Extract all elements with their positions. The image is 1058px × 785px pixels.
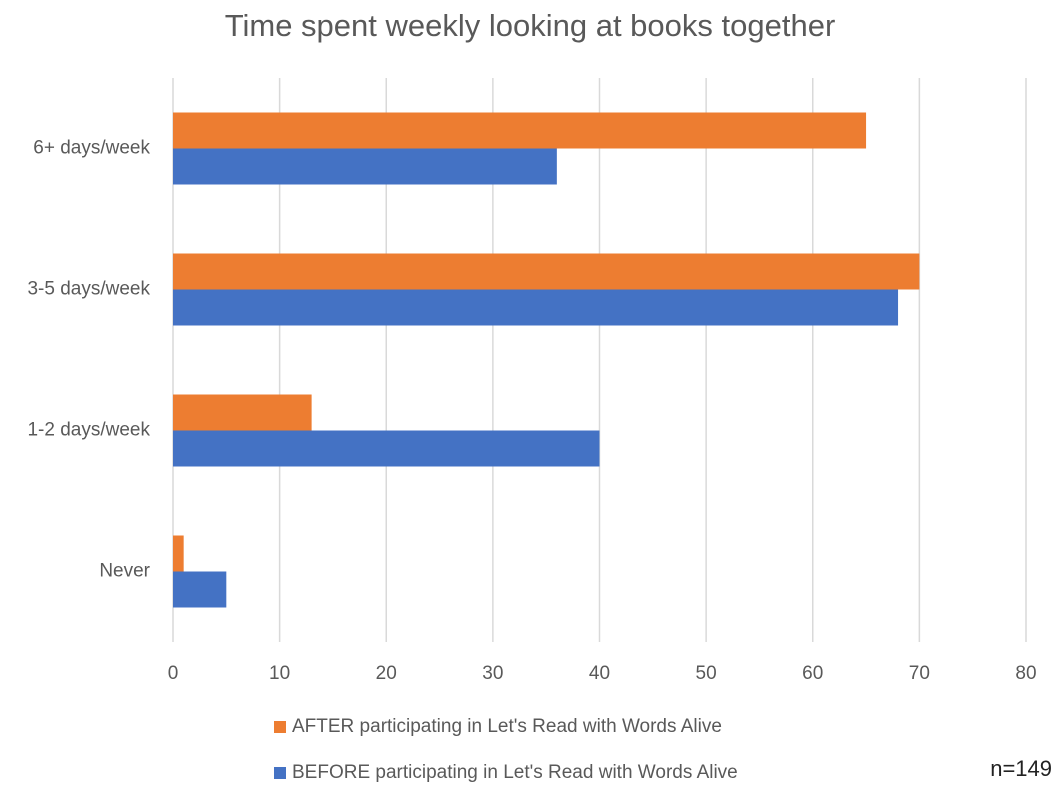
bar [173, 253, 920, 290]
y-tick-label: 3-5 days/week [27, 279, 150, 300]
bar [173, 571, 227, 608]
x-tick-label: 50 [696, 663, 717, 684]
x-tick-label: 80 [1015, 663, 1036, 684]
x-tick-label: 10 [269, 663, 290, 684]
x-tick-label: 0 [168, 663, 179, 684]
x-tick-label: 30 [482, 663, 503, 684]
y-tick-label: Never [99, 561, 150, 582]
legend-swatch [274, 767, 286, 779]
x-tick-label: 60 [802, 663, 823, 684]
bar [173, 535, 184, 572]
bar [173, 112, 867, 149]
legend-label: AFTER participating in Let's Read with W… [292, 716, 722, 737]
x-tick-label: 20 [376, 663, 397, 684]
legend-swatch [274, 721, 286, 733]
bar [173, 394, 312, 431]
bar [173, 289, 899, 326]
bar [173, 430, 600, 467]
x-tick-label: 70 [909, 663, 930, 684]
bar [173, 148, 557, 185]
y-tick-label: 6+ days/week [33, 138, 150, 159]
y-tick-label: 1-2 days/week [27, 420, 150, 441]
x-tick-label: 40 [589, 663, 610, 684]
annotation: n=149 [990, 756, 1052, 781]
legend-label: BEFORE participating in Let's Read with … [292, 762, 738, 783]
chart-title: Time spent weekly looking at books toget… [225, 8, 836, 43]
